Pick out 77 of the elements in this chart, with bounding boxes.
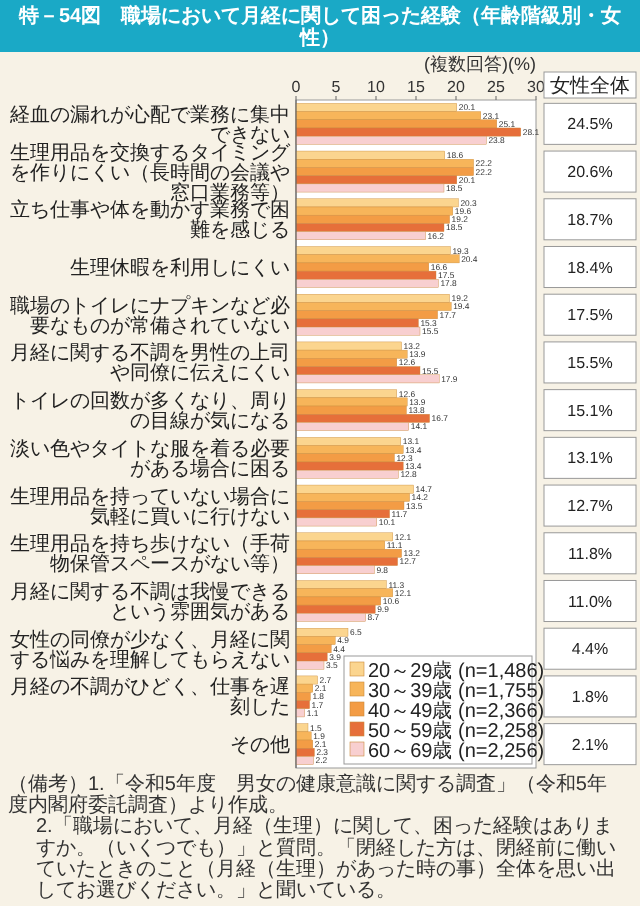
bar (295, 223, 445, 232)
bar (295, 532, 393, 542)
text: 2.1% (571, 735, 609, 754)
bar (295, 326, 421, 336)
x-tick-label: 15 (407, 78, 426, 96)
bar (295, 739, 313, 749)
bar (295, 683, 313, 693)
text: 24.5% (567, 115, 613, 134)
bar (295, 445, 404, 454)
bar (295, 461, 404, 471)
x-axis-title: (複数回答)(%) (424, 54, 536, 74)
text: 18.4% (567, 258, 613, 277)
bar (295, 270, 437, 280)
bar (295, 484, 414, 494)
text: 2.「職場において、月経（生理）に関して、困った経験はありますか。（いくつでも）」と質問。「閉経した方は、閉経前に働いていたときのこと（月経（生理）があった時の事）全体を思い出してお選びください。」と聞いている。 (36, 814, 616, 902)
bar (295, 127, 521, 137)
text: （備考）1.「令和5年度 男女の健康意識に関する調査」（令和5年度内閣府委託調査）より作成。 (8, 772, 607, 818)
bar (295, 604, 376, 614)
bar (295, 660, 325, 670)
text: 15.1% (567, 401, 613, 420)
y-tick-label: 生理休暇を利用しにくい (70, 256, 290, 280)
y-tick-label: その他 (230, 733, 290, 758)
legend-label: 50～59歳 (n=2,258) (368, 719, 545, 743)
y-tick-label: 職場のトイレにナプキンなど必要なものが常備されていない (10, 293, 290, 338)
text: 17.5% (567, 306, 613, 325)
text: 15.5% (567, 354, 613, 373)
x-tick-label: 20 (447, 78, 466, 96)
bar (295, 723, 309, 733)
y-tick-label: トイレの回数が多くなり、周りの目線が気になる (10, 389, 290, 434)
x-tick-label: 30 (527, 78, 546, 96)
chart-title: 特－54図 職場において月経に関して困った経験（年齢階級別・女性） (16, 4, 622, 50)
bar (295, 374, 440, 384)
bar (295, 349, 408, 359)
text: 女性全体 (550, 74, 630, 98)
bar (295, 469, 399, 479)
x-tick-label: 25 (487, 78, 506, 96)
bar (295, 548, 402, 558)
bar (295, 708, 305, 718)
text: 1.8% (571, 688, 609, 707)
y-tick-label: 月経の不調がひどく、仕事を遅刻した (10, 675, 290, 720)
bar (295, 557, 398, 566)
text: 18.7% (567, 210, 613, 229)
bar (295, 198, 459, 208)
bar (295, 206, 453, 216)
bar (295, 644, 332, 654)
bar (295, 731, 312, 741)
y-tick-label: 月経に関する不調は我慢できるという雰囲気がある (10, 580, 290, 624)
bar (295, 254, 460, 264)
y-tick-label: 生理用品を持ち歩けない（手荷物保管スペースがない等） (10, 532, 290, 577)
bar (295, 588, 393, 598)
y-tick-label: 月経に関する不調を男性の上司や同僚に伝えにくい (10, 341, 290, 386)
x-tick-label: 0 (291, 78, 302, 96)
legend-label: 30～39歳 (n=1,755) (368, 679, 545, 703)
legend-label: 20～29歳 (n=1,486) (368, 659, 545, 683)
y-tick-label: 生理用品を持っていない場合に気軽に買いに行けない (10, 484, 290, 529)
bar (295, 341, 402, 351)
x-tick-label: 10 (367, 78, 386, 96)
bar (295, 214, 450, 224)
y-tick-label: 淡い色やタイトな服を着る必要がある場合に困る (10, 436, 290, 481)
bar (295, 652, 328, 662)
x-tick-label: 5 (331, 78, 342, 96)
bar (295, 294, 450, 303)
y-tick-label: 女性の同僚が少なく、月経に関する悩みを理解してもらえない (10, 627, 290, 672)
text: 12.7% (567, 497, 613, 516)
text: 4.4% (571, 640, 609, 659)
bar (295, 302, 452, 311)
text: 11.0% (567, 592, 613, 611)
bar (295, 756, 314, 765)
bar (295, 675, 318, 685)
bar (295, 437, 401, 446)
bar (295, 397, 408, 407)
legend-label: 40～49歳 (n=2,366) (368, 699, 545, 723)
bar (295, 628, 349, 637)
text: 20.6% (567, 163, 613, 182)
text: 11.8% (567, 544, 613, 563)
legend-label: 60～69歳 (n=2,256) (368, 739, 545, 763)
text: 13.1% (567, 449, 613, 468)
